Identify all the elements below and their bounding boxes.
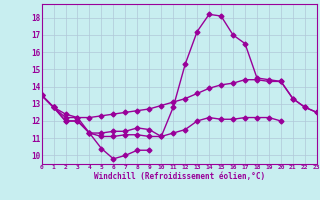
X-axis label: Windchill (Refroidissement éolien,°C): Windchill (Refroidissement éolien,°C) [94, 172, 265, 181]
